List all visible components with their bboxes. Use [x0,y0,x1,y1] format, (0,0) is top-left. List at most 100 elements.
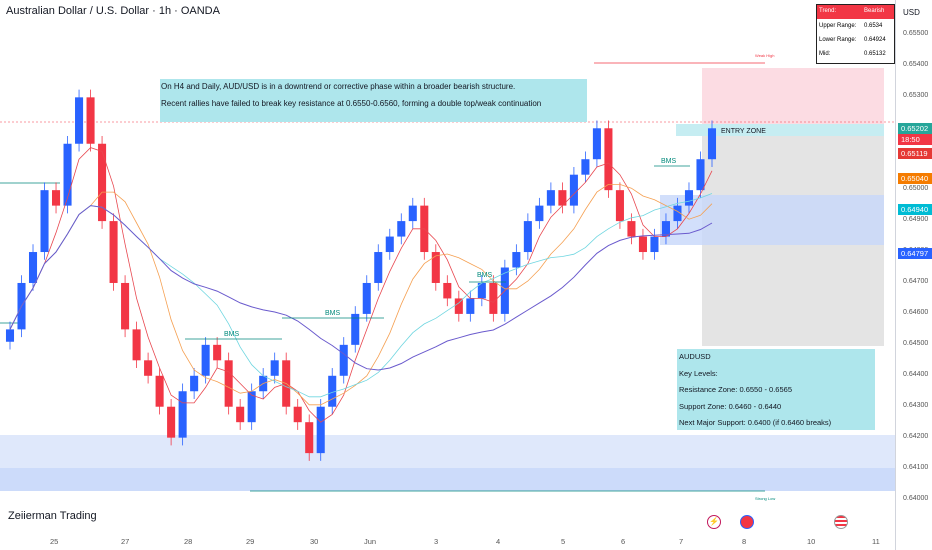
candle-body [270,360,279,376]
candle-body [75,97,84,144]
x-tick-label: 7 [679,537,684,546]
trend-row: Trend: Bearish [817,5,894,19]
price-badge: 0.65119 [898,148,932,160]
y-tick-label: 0.64200 [903,432,929,440]
candle-body [523,221,532,253]
mid-label: Mid: [819,51,831,57]
candle-body [328,375,337,407]
x-tick-label: 29 [246,537,255,546]
bms-label-3: BMS [477,272,493,279]
candle-body [604,128,613,191]
chart-area[interactable]: BMS BMS BMS BMS Weak High Strong Low ENT… [0,0,895,530]
candle-body [132,329,141,361]
candle-body [52,190,61,206]
x-tick-label: 11 [872,537,880,546]
price-badge: 0.64797 [898,247,932,259]
x-tick-label: 25 [50,537,59,546]
candle-body [454,298,463,314]
candle-body [431,252,440,283]
upper-label: Upper Range: [819,23,857,29]
calendar-icon[interactable] [740,515,754,529]
mid-row: Mid: 0.65132 [817,48,894,62]
price-chart[interactable]: BMS BMS BMS BMS Weak High Strong Low ENT… [0,0,895,530]
candle-body [213,344,222,361]
moving-average-fast [9,147,713,423]
price-badge: 0.65202 [898,122,932,134]
candle-body [40,190,49,253]
x-tick-label: 27 [121,537,130,546]
upper-row: Upper Range: 0.6534 [817,20,894,34]
y-tick-label: 0.64700 [903,277,929,285]
key-levels-box: AUDUSD Key Levels: Resistance Zone: 0.65… [677,349,875,430]
demand-zone-upper [0,435,895,468]
y-tick-label: 0.64600 [903,308,929,316]
candle-body [305,422,314,454]
candle-body [86,97,95,144]
x-tick-label: 8 [742,537,747,546]
candle-body [546,190,555,206]
candle-body [178,391,187,438]
candle-body [535,205,544,222]
trend-label: Trend: [819,8,837,14]
entry-zone-label: ENTRY ZONE [721,128,766,135]
candle-body [155,375,164,407]
candle-body [627,221,636,237]
bms-label-4: BMS [661,158,677,165]
candle-body [28,252,38,283]
candle-body [477,282,486,299]
flag-icon[interactable] [834,515,848,529]
x-tick-label: 4 [496,537,501,546]
candle-body [684,190,694,206]
candle-body [293,406,302,423]
candle-body [339,344,348,376]
candle-body [443,282,452,299]
note-line-2: Recent rallies have failed to break key … [161,99,542,108]
candle-body [109,221,118,283]
y-tick-label: 0.65000 [903,185,929,193]
price-axis[interactable] [895,0,932,550]
demand-zone-lower [0,468,895,491]
candle-body [374,252,383,283]
levels-title: AUDUSD [679,352,711,361]
candle-body [569,174,578,206]
candle-body [362,282,371,314]
mid-value: 0.65132 [864,51,886,57]
candle-body [63,143,72,206]
candle-body [661,221,670,237]
x-tick-label: 5 [561,537,566,546]
candle-body [558,190,567,206]
lower-value: 0.64924 [864,37,886,43]
flash-icon[interactable]: ⚡ [707,515,721,529]
candle-body [121,282,130,330]
y-tick-label: 0.65300 [903,92,929,100]
candle-body [144,360,153,376]
lower-label: Lower Range: [819,37,857,43]
y-tick-label: 0.65500 [903,30,929,38]
fvg-zone [660,195,884,245]
candle-body [236,406,245,423]
candle-body [650,236,659,253]
candle-body [351,313,360,345]
price-badge-countdown: 18:50 [898,133,932,145]
bms-label-1: BMS [224,331,240,338]
candle-body [696,159,705,191]
strong-low-label: Strong Low [755,496,775,501]
analysis-note: On H4 and Daily, AUD/USD is in a downtre… [160,79,587,122]
currency-label[interactable]: USD [903,8,920,17]
y-tick-label: 0.65400 [903,61,929,69]
candle-body [707,128,717,160]
x-tick-label: 6 [621,537,626,546]
upper-value: 0.6534 [864,23,883,29]
candle-body [408,205,417,222]
candle-body [224,360,233,407]
x-tick-label: 30 [310,537,319,546]
bms-label-2: BMS [325,310,341,317]
candle-body [247,391,256,423]
levels-key: Key Levels: [679,369,718,378]
candle-body [98,143,107,222]
candle-body [397,221,406,237]
levels-next: Next Major Support: 0.6400 (if 0.6460 br… [679,418,832,427]
y-tick-label: 0.64400 [903,370,929,378]
x-tick-label: 10 [807,537,816,546]
candle-body [466,298,475,314]
